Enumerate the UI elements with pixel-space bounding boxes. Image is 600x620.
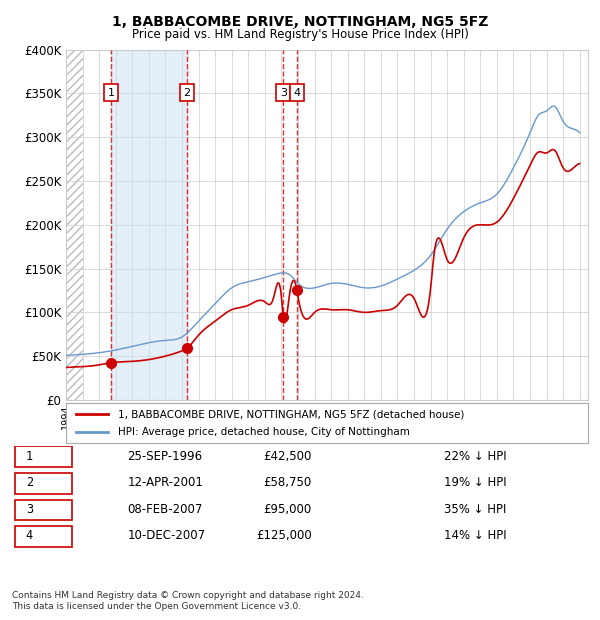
Text: 1: 1 — [108, 87, 115, 97]
FancyBboxPatch shape — [15, 446, 73, 467]
Text: £58,750: £58,750 — [263, 476, 311, 489]
Text: 1, BABBACOMBE DRIVE, NOTTINGHAM, NG5 5FZ: 1, BABBACOMBE DRIVE, NOTTINGHAM, NG5 5FZ — [112, 16, 488, 30]
Text: 2: 2 — [26, 476, 33, 489]
Text: HPI: Average price, detached house, City of Nottingham: HPI: Average price, detached house, City… — [118, 427, 410, 437]
Text: £95,000: £95,000 — [263, 503, 311, 516]
Text: 1, BABBACOMBE DRIVE, NOTTINGHAM, NG5 5FZ (detached house): 1, BABBACOMBE DRIVE, NOTTINGHAM, NG5 5FZ… — [118, 409, 464, 419]
Text: 3: 3 — [26, 503, 33, 516]
Text: 1: 1 — [26, 450, 33, 463]
Text: 25-SEP-1996: 25-SEP-1996 — [127, 450, 202, 463]
FancyBboxPatch shape — [15, 473, 73, 494]
Text: 12-APR-2001: 12-APR-2001 — [127, 476, 203, 489]
Text: 2: 2 — [183, 87, 190, 97]
Text: 4: 4 — [26, 529, 33, 542]
Text: 10-DEC-2007: 10-DEC-2007 — [127, 529, 205, 542]
Text: 08-FEB-2007: 08-FEB-2007 — [127, 503, 203, 516]
FancyBboxPatch shape — [15, 500, 73, 520]
FancyBboxPatch shape — [15, 526, 73, 547]
Text: 14% ↓ HPI: 14% ↓ HPI — [444, 529, 506, 542]
Bar — [66, 50, 83, 400]
Text: 3: 3 — [280, 87, 287, 97]
Text: £42,500: £42,500 — [263, 450, 311, 463]
Text: 35% ↓ HPI: 35% ↓ HPI — [444, 503, 506, 516]
Text: 4: 4 — [293, 87, 301, 97]
Bar — [66, 50, 83, 400]
Text: £125,000: £125,000 — [256, 529, 311, 542]
Text: Contains HM Land Registry data © Crown copyright and database right 2024.
This d: Contains HM Land Registry data © Crown c… — [12, 591, 364, 611]
Bar — [111, 50, 187, 400]
Text: 22% ↓ HPI: 22% ↓ HPI — [444, 450, 506, 463]
Text: 19% ↓ HPI: 19% ↓ HPI — [444, 476, 506, 489]
Text: Price paid vs. HM Land Registry's House Price Index (HPI): Price paid vs. HM Land Registry's House … — [131, 28, 469, 41]
